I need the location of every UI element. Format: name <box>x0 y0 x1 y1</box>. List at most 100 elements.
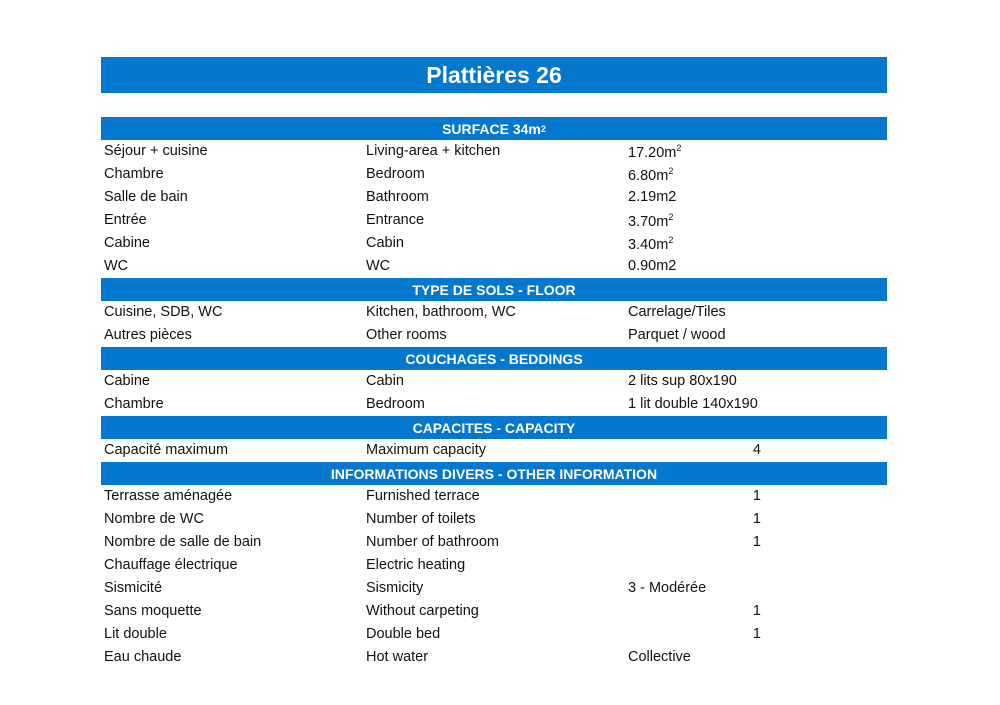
table-row: Nombre de WC Number of toilets 1 <box>101 508 887 531</box>
cell-text: Entrance <box>366 212 425 228</box>
cell-text: Electric heating <box>366 557 466 573</box>
cell-text: Parquet / wood <box>628 327 726 343</box>
cell-label-en: Other rooms <box>366 327 447 343</box>
cell-value: 0.90m2 <box>628 258 676 274</box>
cell-text: WC <box>366 258 391 274</box>
cell-label-en: Number of bathroom <box>366 534 499 550</box>
cell-label-en: WC <box>366 258 390 274</box>
cell-text: 1 <box>752 626 761 642</box>
section-header-label: INFORMATIONS DIVERS - OTHER INFORMATION <box>330 465 658 482</box>
cell-text: Double bed <box>366 626 441 642</box>
cell-text: Eau chaude <box>104 649 182 665</box>
table-row: Chambre Bedroom 6.80m2 <box>101 163 887 186</box>
cell-label-fr: Eau chaude <box>104 649 181 665</box>
cell-value: 1 <box>753 603 761 619</box>
table-row: Séjour + cuisine Living-area + kitchen 17.… <box>101 140 887 163</box>
cell-text: 2.19m2 <box>628 189 677 205</box>
cell-value: 3.40m2 <box>628 235 673 253</box>
cell-label-fr: Lit double <box>104 626 167 642</box>
cell-label-en: Sismicity <box>366 580 423 596</box>
cell-label-en: Bedroom <box>366 396 425 412</box>
cell-label-fr: Cabine <box>104 373 150 389</box>
section-header-label: TYPE DE SOLS - FLOOR <box>412 281 576 298</box>
cell-value: 3 - Modérée <box>628 580 706 596</box>
cell-text: 3 - Modérée <box>628 580 707 596</box>
cell-value: 1 lit double 140x190 <box>628 396 758 412</box>
table-row: Lit double Double bed 1 <box>101 623 887 646</box>
section-header: SURFACE 34m 2 <box>101 117 887 140</box>
cell-text: Sismicity <box>366 580 424 596</box>
cell-label-fr: Salle de bain <box>104 189 188 205</box>
table-row: WC WC 0.90m2 <box>101 255 887 278</box>
cell-text: Living-area + kitchen <box>366 143 501 159</box>
cell-label-en: Double bed <box>366 626 440 642</box>
cell-text: Chambre <box>104 166 164 182</box>
cell-text: Lit double <box>104 626 167 642</box>
cell-label-fr: Séjour + cuisine <box>104 143 208 159</box>
cell-text: Chambre <box>104 396 164 412</box>
cell-text: 17.20m <box>628 144 677 161</box>
cell-text: 2 lits sup 80x190 <box>628 373 737 389</box>
cell-value: 1 <box>753 511 761 527</box>
cell-label-en: Kitchen, bathroom, WC <box>366 304 516 320</box>
cell-text: 1 <box>752 534 761 550</box>
section-header: INFORMATIONS DIVERS - OTHER INFORMATION <box>101 462 887 485</box>
cell-text: Nombre de WC <box>104 511 204 527</box>
cell-value: 1 <box>753 626 761 642</box>
table-row: Eau chaude Hot water Collective <box>101 646 887 669</box>
cell-text: Entrée <box>104 212 147 228</box>
cell-text: 3.70m <box>628 213 669 230</box>
cell-text: 1 <box>752 511 761 527</box>
cell-text: Salle de bain <box>104 189 188 205</box>
cell-sup: 2 <box>668 166 674 176</box>
cell-text: Collective <box>628 649 691 665</box>
cell-text: Cabin <box>366 235 404 251</box>
cell-label-fr: Nombre de salle de bain <box>104 534 261 550</box>
cell-value: 4 <box>753 442 761 458</box>
cell-text: 6.80m <box>628 167 669 184</box>
cell-text: Carrelage/Tiles <box>628 304 726 320</box>
cell-label-fr: Capacité maximum <box>104 442 228 458</box>
cell-text: 1 <box>752 603 761 619</box>
cell-text: Without carpeting <box>366 603 479 619</box>
cell-label-en: Living-area + kitchen <box>366 143 500 159</box>
cell-label-fr: Terrasse aménagée <box>104 488 232 504</box>
cell-text: 0.90m2 <box>628 258 677 274</box>
table-row: Cabine Cabin 3.40m2 <box>101 232 887 255</box>
cell-label-fr: WC <box>104 258 128 274</box>
cell-label-en: Bathroom <box>366 189 429 205</box>
cell-label-fr: Sans moquette <box>104 603 202 619</box>
cell-label-en: Electric heating <box>366 557 465 573</box>
cell-label-fr: Cuisine, SDB, WC <box>104 304 222 320</box>
cell-text: 3.40m <box>628 236 669 253</box>
cell-label-fr: Chambre <box>104 396 164 412</box>
cell-text: Other rooms <box>366 327 447 343</box>
cell-value: Carrelage/Tiles <box>628 304 726 320</box>
cell-label-fr: Chambre <box>104 166 164 182</box>
cell-label-fr: Cabine <box>104 235 150 251</box>
cell-value: 17.20m2 <box>628 143 681 161</box>
section-header: CAPACITES - CAPACITY <box>101 416 887 439</box>
cell-text: Séjour + cuisine <box>104 143 208 159</box>
table-row: Capacité maximum Maximum capacity 4 <box>101 439 887 462</box>
section-header-label: SURFACE 34m <box>442 120 541 137</box>
cell-text: 1 lit double 140x190 <box>628 396 758 412</box>
cell-text: Kitchen, bathroom, WC <box>366 304 516 320</box>
cell-text: WC <box>104 258 129 274</box>
table-row: Cuisine, SDB, WC Kitchen, bathroom, WC Car… <box>101 301 887 324</box>
cell-text: Cabin <box>366 373 404 389</box>
cell-text: Autres pièces <box>104 327 192 343</box>
cell-text: Maximum capacity <box>366 442 487 458</box>
table-row: Sans moquette Without carpeting 1 <box>101 600 887 623</box>
cell-label-en: Without carpeting <box>366 603 479 619</box>
cell-value: Collective <box>628 649 691 665</box>
table-row: Chauffage électrique Electric heating <box>101 554 887 577</box>
cell-label-en: Number of toilets <box>366 511 476 527</box>
page-title: Plattières 26 <box>101 57 887 93</box>
cell-text: Capacité maximum <box>104 442 229 458</box>
cell-text: Bedroom <box>366 396 425 412</box>
table-row: Salle de bain Bathroom 2.19m2 <box>101 186 887 209</box>
cell-value: 6.80m2 <box>628 166 673 184</box>
cell-label-fr: Chauffage électrique <box>104 557 238 573</box>
cell-label-fr: Entrée <box>104 212 147 228</box>
